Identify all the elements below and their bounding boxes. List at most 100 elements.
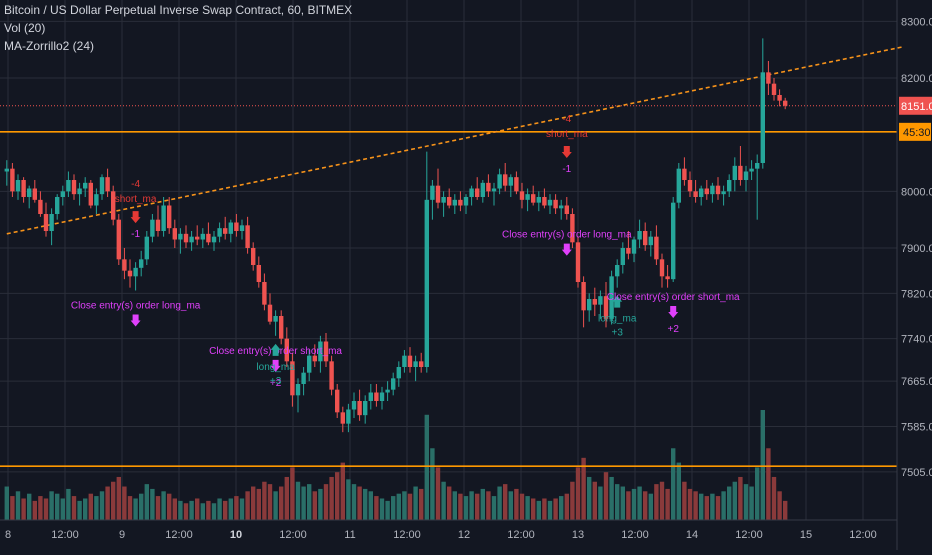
horizontal-lines[interactable] xyxy=(0,105,897,467)
candle-body xyxy=(452,199,457,206)
volume-bar xyxy=(587,476,592,520)
indicator-strategy-label[interactable]: MA-Zorrillo2 (24) xyxy=(4,39,95,53)
candle-body xyxy=(570,214,575,243)
volume-bar xyxy=(615,484,620,520)
volume-bar xyxy=(38,496,43,520)
grid xyxy=(0,0,897,520)
close-arrow-icon xyxy=(130,314,141,327)
volume-bar xyxy=(699,493,704,520)
volume-bar xyxy=(122,486,127,520)
candle-body xyxy=(178,233,183,240)
volume-bar xyxy=(318,488,323,520)
candle-body xyxy=(307,355,312,373)
volume-bar xyxy=(710,493,715,520)
candle-body xyxy=(150,219,155,237)
candle-body xyxy=(497,174,502,189)
time-tick-label: 12:00 xyxy=(393,529,421,541)
hline-label-box xyxy=(899,122,931,141)
volume-bar xyxy=(43,498,49,520)
candle-body xyxy=(463,197,469,206)
candle-body xyxy=(682,168,687,180)
volume-bar xyxy=(609,476,614,520)
signal-close-label: Close entry(s) order long_ma xyxy=(502,230,632,241)
candle-body xyxy=(267,304,273,322)
volume-bar xyxy=(60,498,65,520)
candle-body xyxy=(27,188,32,197)
candle-body xyxy=(480,182,485,197)
volume-bar xyxy=(503,484,508,520)
indicator-volume-label[interactable]: Vol (20) xyxy=(4,21,46,35)
volume-bar xyxy=(760,410,765,520)
candle-body xyxy=(413,361,418,367)
time-tick-label: 12:00 xyxy=(165,529,193,541)
volume-bar xyxy=(603,472,609,520)
price-axis[interactable]: 8300.0 8200.0 8000.0 7900.0 7820.0 7740.0 7665… xyxy=(896,0,932,550)
candle-body xyxy=(374,392,379,401)
candle-body xyxy=(94,194,99,206)
volume-bar xyxy=(144,484,149,520)
volume-bar xyxy=(301,486,306,520)
candle-body xyxy=(542,197,547,206)
candles xyxy=(4,38,788,433)
volume-bar xyxy=(491,496,497,520)
last-price-label: 8151.0 xyxy=(901,101,932,113)
candle-body xyxy=(503,174,508,186)
volume-bar xyxy=(346,479,351,520)
volume-bar xyxy=(340,462,345,520)
candle-body xyxy=(223,228,228,234)
candle-body xyxy=(60,191,65,197)
candle-body xyxy=(676,168,681,203)
hline-label-text: 45:30 xyxy=(903,127,931,139)
trendline[interactable] xyxy=(6,46,903,235)
long-arrow-icon xyxy=(612,295,623,308)
time-tick-label: 12:00 xyxy=(51,529,79,541)
volume-bar xyxy=(575,467,581,520)
time-axis[interactable]: 8 12:00 9 12:00 10 12:00 11 12:00 12 12:00 13 12:00… xyxy=(0,519,897,541)
volume-bar xyxy=(654,484,659,520)
volume-bar xyxy=(374,496,379,520)
volume-bar xyxy=(553,498,558,520)
candle-body xyxy=(295,384,301,396)
time-tick-label: 12 xyxy=(458,529,470,541)
volume-bar xyxy=(570,481,575,520)
volume-bar xyxy=(49,491,54,520)
volume-bar xyxy=(715,496,721,520)
candle-body xyxy=(581,282,586,311)
volume-bar xyxy=(626,491,631,520)
volume-bar xyxy=(525,496,530,520)
price-tick-label: 7820.0 xyxy=(901,288,932,300)
volume-bar xyxy=(704,496,709,520)
volume-bar xyxy=(592,481,597,520)
volume-bar xyxy=(239,498,245,520)
candle-body xyxy=(329,361,334,390)
candle-body xyxy=(55,197,60,214)
volume-bar xyxy=(721,491,726,520)
candle-body xyxy=(435,185,441,203)
candle-body xyxy=(284,338,289,362)
candle-body xyxy=(183,233,189,243)
candle-body xyxy=(648,236,653,246)
candle-body xyxy=(447,197,452,206)
candle-body xyxy=(77,188,82,195)
signal-top-label: -4 xyxy=(562,114,571,125)
candle-body xyxy=(38,199,43,214)
candle-body xyxy=(491,188,497,192)
candle-body xyxy=(15,180,21,192)
signal-close-label: Close entry(s) order long_ma xyxy=(71,301,201,312)
volume-bars xyxy=(4,410,788,520)
candle-body xyxy=(598,296,603,305)
candle-body xyxy=(732,165,737,180)
volume-bar xyxy=(671,448,676,520)
price-tick-label: 8200.0 xyxy=(901,73,932,85)
candle-body xyxy=(351,401,357,410)
candle-body xyxy=(715,185,721,195)
signal-qty: +3 xyxy=(270,376,282,387)
volume-bar xyxy=(133,498,138,520)
volume-bar xyxy=(4,486,9,520)
time-tick-label: 9 xyxy=(119,529,125,541)
candle-body xyxy=(139,259,144,268)
volume-bar xyxy=(351,484,357,520)
